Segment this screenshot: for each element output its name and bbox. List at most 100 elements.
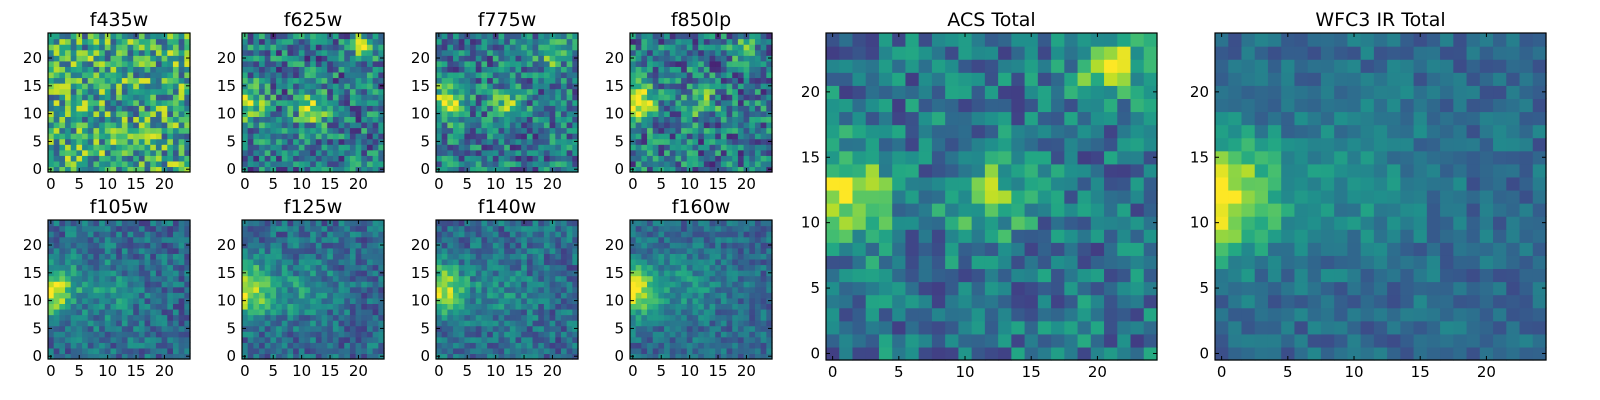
heatmap-cell: [572, 292, 579, 299]
heatmap-cell: [287, 353, 294, 360]
heatmap-cell: [521, 38, 528, 45]
heatmap-cell: [355, 325, 362, 332]
heatmap-cell: [99, 38, 106, 45]
heatmap-cell: [178, 247, 185, 254]
heatmap-cell: [737, 88, 745, 95]
heatmap-cell: [664, 270, 671, 277]
heatmap-cell: [99, 331, 106, 338]
heatmap-cell: [172, 155, 180, 162]
heatmap-cell: [715, 127, 722, 134]
heatmap-cell: [161, 225, 168, 232]
heatmap-cell: [366, 121, 374, 129]
heatmap-cell: [538, 38, 545, 45]
heatmap-cell: [504, 220, 511, 227]
heatmap-cell: [298, 331, 306, 338]
heatmap-cell: [321, 138, 328, 145]
heatmap-cell: [372, 144, 379, 151]
heatmap-cell: [732, 99, 739, 106]
heatmap-cell: [161, 297, 168, 304]
heatmap-cell: [59, 297, 66, 304]
heatmap-cell: [287, 155, 294, 162]
heatmap-cell: [572, 99, 579, 106]
heatmap-cell: [703, 160, 711, 168]
heatmap-cell: [264, 303, 271, 310]
heatmap-cell: [498, 264, 505, 271]
heatmap-cell: [441, 231, 448, 238]
heatmap-cell: [641, 88, 648, 95]
heatmap-cell: [150, 55, 157, 62]
heatmap-cell: [178, 286, 185, 293]
heatmap-cell: [327, 331, 334, 338]
heatmap-cell: [259, 242, 266, 249]
heatmap-cell: [754, 133, 762, 140]
heatmap-cell: [87, 231, 95, 238]
heatmap-cell: [555, 88, 562, 95]
heatmap-cell: [436, 225, 443, 232]
heatmap-cell: [264, 320, 271, 327]
heatmap-cell: [144, 225, 151, 232]
heatmap-cell: [715, 38, 722, 45]
heatmap-cell: [349, 308, 357, 316]
heatmap-cell: [698, 44, 705, 51]
y-tick-label: 5: [614, 132, 624, 150]
heatmap-cell: [253, 116, 260, 123]
heatmap-cell: [737, 149, 745, 156]
heatmap-cell: [53, 94, 60, 101]
heatmap-cell: [560, 138, 568, 145]
heatmap-cell: [304, 314, 311, 321]
heatmap-cell: [167, 325, 174, 332]
heatmap-cell: [332, 166, 340, 173]
heatmap-cell: [560, 292, 568, 299]
heatmap-cell: [709, 286, 716, 293]
heatmap-cell: [110, 303, 117, 310]
heatmap-cell: [366, 314, 374, 321]
heatmap-cell: [127, 94, 134, 101]
heatmap-cell: [470, 99, 477, 106]
heatmap-cell: [664, 236, 671, 243]
heatmap-cell: [310, 166, 317, 173]
heatmap-cell: [464, 320, 471, 327]
heatmap-cell: [703, 110, 711, 117]
heatmap-cell: [127, 144, 134, 151]
heatmap-cell: [720, 297, 728, 304]
heatmap-cell: [709, 94, 716, 101]
heatmap-cell: [737, 303, 745, 310]
heatmap-cell: [521, 275, 528, 282]
heatmap-cell: [127, 281, 134, 288]
heatmap-cell: [726, 138, 733, 145]
heatmap-cell: [720, 353, 728, 360]
heatmap-cell: [338, 308, 345, 316]
heatmap-cell: [155, 149, 163, 156]
heatmap-cell: [332, 77, 340, 84]
x-tick-label: 20: [349, 175, 368, 193]
heatmap-cell: [332, 83, 340, 90]
heatmap-cell: [453, 71, 460, 79]
heatmap-cell: [641, 110, 648, 117]
heatmap-cell: [743, 320, 750, 327]
heatmap-cell: [281, 155, 289, 162]
heatmap-cell: [332, 264, 340, 271]
heatmap-cell: [332, 60, 340, 67]
heatmap-cell: [698, 314, 705, 321]
heatmap-cell: [703, 281, 711, 288]
heatmap-cell: [253, 149, 260, 156]
heatmap-cell: [754, 138, 762, 145]
heatmap-cell: [338, 342, 345, 349]
heatmap-cell: [48, 336, 55, 343]
heatmap-cell: [487, 144, 494, 151]
heatmap-cell: [641, 308, 648, 316]
heatmap-cell: [172, 33, 180, 40]
heatmap-cell: [332, 49, 340, 56]
heatmap-cell: [281, 258, 289, 266]
heatmap-cell: [321, 331, 328, 338]
heatmap-cell: [355, 314, 362, 321]
heatmap-cell: [658, 71, 665, 79]
heatmap-cell: [732, 336, 739, 343]
heatmap-cell: [675, 253, 682, 260]
heatmap-cell: [572, 160, 579, 168]
heatmap-cell: [144, 99, 151, 106]
heatmap-cell: [247, 33, 254, 40]
heatmap-cell: [366, 99, 374, 106]
heatmap-cell: [532, 110, 539, 117]
heatmap-cell: [372, 155, 379, 162]
